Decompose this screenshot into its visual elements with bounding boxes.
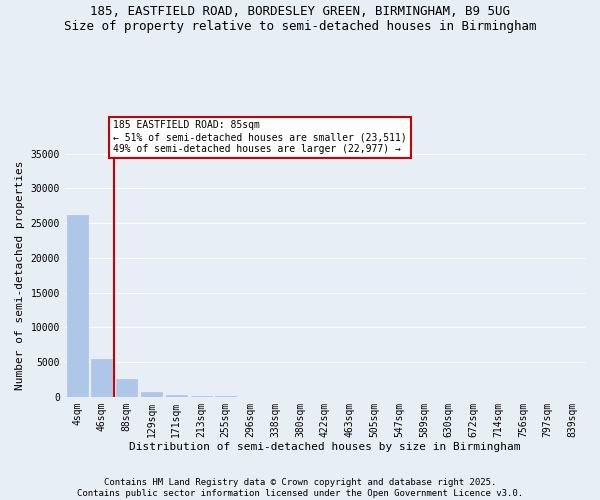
Text: 185, EASTFIELD ROAD, BORDESLEY GREEN, BIRMINGHAM, B9 5UG
Size of property relati: 185, EASTFIELD ROAD, BORDESLEY GREEN, BI… (64, 5, 536, 33)
Bar (191, 396, 212, 397)
Text: Contains HM Land Registry data © Crown copyright and database right 2025.
Contai: Contains HM Land Registry data © Crown c… (77, 478, 523, 498)
Bar (166, 395, 187, 397)
Bar (67, 215, 88, 397)
Bar (116, 380, 137, 397)
X-axis label: Distribution of semi-detached houses by size in Birmingham: Distribution of semi-detached houses by … (129, 442, 521, 452)
Y-axis label: Number of semi-detached properties: Number of semi-detached properties (15, 160, 25, 390)
Bar (91, 358, 112, 397)
Text: 185 EASTFIELD ROAD: 85sqm
← 51% of semi-detached houses are smaller (23,511)
49%: 185 EASTFIELD ROAD: 85sqm ← 51% of semi-… (113, 120, 407, 154)
Bar (141, 392, 162, 397)
